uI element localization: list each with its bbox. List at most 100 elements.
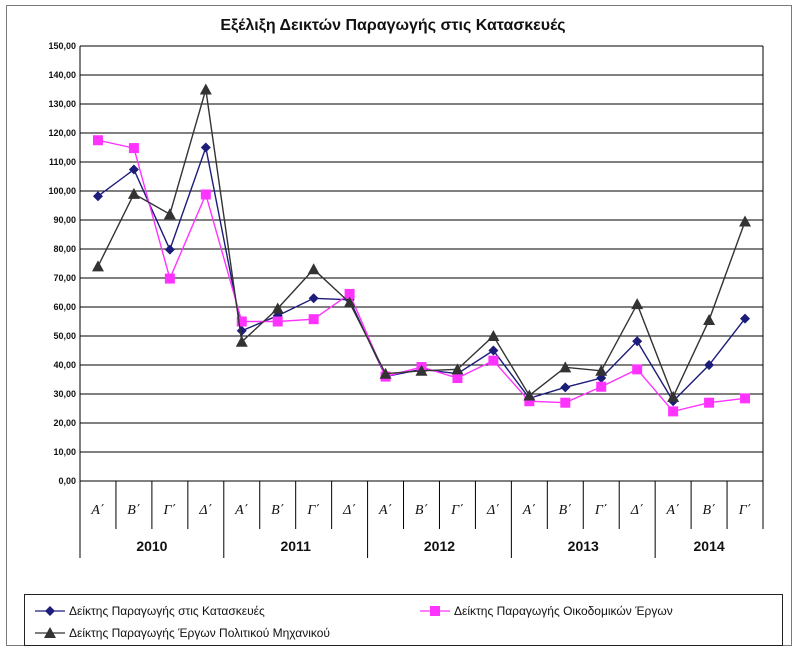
year-label: 2011: [280, 538, 311, 554]
data-point-square: [452, 373, 463, 384]
data-point-triangle: [631, 298, 644, 310]
y-axis-ticks: 0,00 10,00 20,00 30,00 40,00 50,00 60,00 70,00 8…: [48, 41, 76, 486]
year-label: 2012: [424, 538, 455, 554]
data-point-triangle: [343, 296, 356, 308]
y-tick-label: 100,00: [48, 186, 76, 196]
y-tick-label: 130,00: [48, 99, 76, 109]
legend-marker-square: [420, 606, 450, 616]
data-point-triangle: [235, 335, 248, 347]
chart-frame: Εξέλιξη Δεικτών Παραγωγής στις Κατασκευέ…: [6, 5, 792, 646]
x-tick-label: Α΄: [522, 503, 536, 518]
data-point-triangle: [451, 363, 464, 375]
data-point-triangle: [667, 390, 680, 402]
gridlines: [79, 45, 764, 482]
data-point-triangle: [271, 302, 284, 314]
x-tick-label: Δ΄: [486, 503, 500, 518]
data-point-square: [596, 381, 607, 392]
year-label: 2014: [694, 538, 725, 554]
data-point-triangle: [487, 330, 500, 341]
y-tick-label: 20,00: [53, 418, 76, 428]
y-tick-label: 40,00: [53, 360, 76, 370]
legend-item-civil: Δείκτης Παραγωγής Έργων Πολιτικού Μηχανι…: [35, 625, 330, 641]
x-tick-label: Γ΄: [594, 503, 608, 518]
y-tick-label: 10,00: [53, 447, 76, 457]
data-point-square: [236, 316, 247, 327]
data-point-square: [164, 273, 175, 284]
data-point-triangle: [91, 260, 104, 272]
x-tick-label: Γ΄: [306, 503, 320, 518]
legend-item-construction: Δείκτης Παραγωγής στις Κατασκευές: [35, 603, 265, 619]
data-point-square: [344, 288, 355, 299]
data-point-triangle: [523, 389, 536, 401]
data-point-square: [128, 143, 139, 154]
y-tick-label: 120,00: [48, 128, 76, 138]
data-point-triangle: [595, 364, 608, 376]
x-tick-label: Α΄: [234, 503, 248, 518]
y-tick-label: 80,00: [53, 244, 76, 254]
data-point-square: [524, 396, 535, 407]
data-point-square: [200, 189, 211, 200]
data-point-triangle: [415, 364, 428, 376]
legend-marker-triangle: [35, 627, 65, 638]
data-point-square: [668, 406, 679, 417]
data-point-diamond: [128, 164, 139, 175]
data-point-square: [632, 364, 643, 375]
year-label: 2013: [568, 538, 599, 554]
data-point-triangle: [127, 187, 140, 199]
data-point-diamond: [704, 360, 715, 370]
x-tick-label: Β΄: [127, 503, 140, 518]
x-tick-label: Β΄: [271, 503, 284, 518]
y-tick-label: 70,00: [53, 273, 76, 283]
data-point-diamond: [740, 313, 751, 324]
data-point-diamond: [164, 244, 175, 255]
y-tick-label: 90,00: [53, 215, 76, 225]
data-point-square: [272, 316, 283, 327]
data-point-triangle: [739, 215, 752, 227]
y-tick-label: 0,00: [58, 476, 76, 486]
year-label: 2010: [136, 538, 167, 554]
x-axis: Α΄ Β΄ Γ΄ Δ΄ Α΄ Β΄ Γ΄ Δ΄ Α΄ Β΄ Γ΄ Δ΄ Α΄ Β΄ Γ΄ Δ΄ Α΄ Β΄ Γ΄ 20…: [79, 481, 764, 558]
y-tick-label: 60,00: [53, 302, 76, 312]
data-point-diamond: [236, 325, 247, 336]
x-tick-label: Γ΄: [163, 503, 177, 518]
x-tick-label: Δ΄: [630, 503, 644, 518]
y-tick-label: 30,00: [53, 389, 76, 399]
data-point-square: [92, 135, 103, 146]
data-point-diamond: [488, 345, 499, 356]
data-point-diamond: [308, 293, 319, 304]
data-point-diamond: [92, 191, 103, 202]
data-point-square: [308, 314, 319, 325]
legend: Δείκτης Παραγωγής στις Κατασκευές Δείκτη…: [24, 594, 783, 646]
x-tick-label: Γ΄: [450, 503, 464, 518]
data-point-triangle: [379, 367, 392, 379]
data-point-triangle: [559, 361, 572, 373]
chart-title: Εξέλιξη Δεικτών Παραγωγής στις Κατασκευέ…: [220, 17, 565, 34]
data-point-diamond: [632, 336, 643, 347]
series-layer: [91, 83, 752, 417]
series-line: [97, 89, 746, 399]
legend-label-construction: Δείκτης Παραγωγής στις Κατασκευές: [69, 604, 265, 618]
data-point-square: [560, 397, 571, 408]
x-tick-label: Δ΄: [342, 503, 356, 518]
chart-svg: Εξέλιξη Δεικτών Παραγωγής στις Κατασκευέ…: [48, 17, 764, 558]
y-tick-label: 140,00: [48, 70, 76, 80]
data-point-diamond: [560, 382, 571, 393]
x-tick-label: Β΄: [702, 503, 715, 518]
x-tick-label: Γ΄: [738, 503, 752, 518]
data-point-square: [488, 355, 499, 366]
y-tick-label: 110,00: [49, 157, 76, 167]
x-tick-label: Α΄: [378, 503, 392, 518]
data-point-triangle: [163, 208, 176, 220]
x-tick-label: Α΄: [666, 503, 680, 518]
data-point-square: [704, 397, 715, 408]
data-point-diamond: [200, 142, 211, 153]
x-tick-label: Β΄: [559, 503, 572, 518]
x-tick-label: Δ΄: [198, 503, 212, 518]
data-point-triangle: [307, 263, 320, 275]
data-point-square: [740, 393, 751, 404]
x-tick-label: Β΄: [415, 503, 428, 518]
data-point-triangle: [703, 314, 716, 326]
legend-label-building: Δείκτης Παραγωγής Οικοδομικών Έργων: [454, 604, 673, 618]
legend-label-civil: Δείκτης Παραγωγής Έργων Πολιτικού Μηχανι…: [69, 626, 330, 640]
legend-marker-diamond: [35, 606, 65, 616]
